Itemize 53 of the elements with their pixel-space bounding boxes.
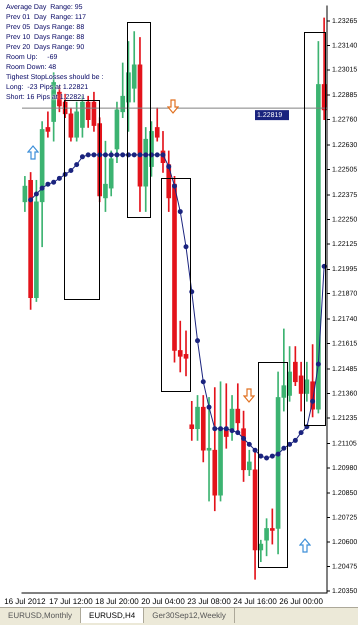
point [120,152,126,158]
point [34,191,39,196]
point [252,448,258,453]
text: Ger30Sep12,Weekly [144,608,235,623]
point [68,168,74,174]
point [212,426,218,432]
point [28,197,34,202]
point [86,152,91,158]
text: EURUSD,H4 [81,608,144,623]
point [45,182,50,187]
point [56,176,62,181]
point [298,430,304,436]
point [51,180,56,185]
point [246,442,252,447]
x-tick-label: 18 Jul 20:00 [95,597,140,606]
point [200,379,206,384]
point [74,162,80,168]
point [310,398,316,404]
point [102,152,108,158]
point [281,446,286,451]
point [276,452,281,457]
point [264,456,270,461]
x-tick-label: 16 Jul 2012 [4,597,46,606]
point [91,152,96,158]
point [40,186,45,191]
point [143,152,148,158]
point [137,152,142,158]
point [114,152,120,158]
x-tick-label: 24 Jul 16:00 [233,597,278,606]
x-tick-label: 26 Jul 00:00 [279,597,324,606]
point [292,438,298,443]
point [195,338,200,344]
text: EURUSD,Monthly [0,608,82,623]
point [241,436,246,441]
point [178,209,183,214]
x-tick-label: 20 Jul 04:00 [141,597,186,606]
point [108,152,114,158]
point [160,152,166,158]
point [235,430,240,436]
point [184,244,189,250]
point [154,152,160,158]
point [132,152,137,158]
point [166,164,172,170]
point [316,362,321,367]
point [230,428,235,434]
point [80,154,85,160]
x-tick-label: 23 Jul 08:00 [187,597,232,606]
point [224,426,229,432]
point [270,454,275,459]
x-tick-label: 17 Jul 12:00 [49,597,94,606]
point [172,184,177,189]
point [218,426,224,432]
point [206,404,212,410]
